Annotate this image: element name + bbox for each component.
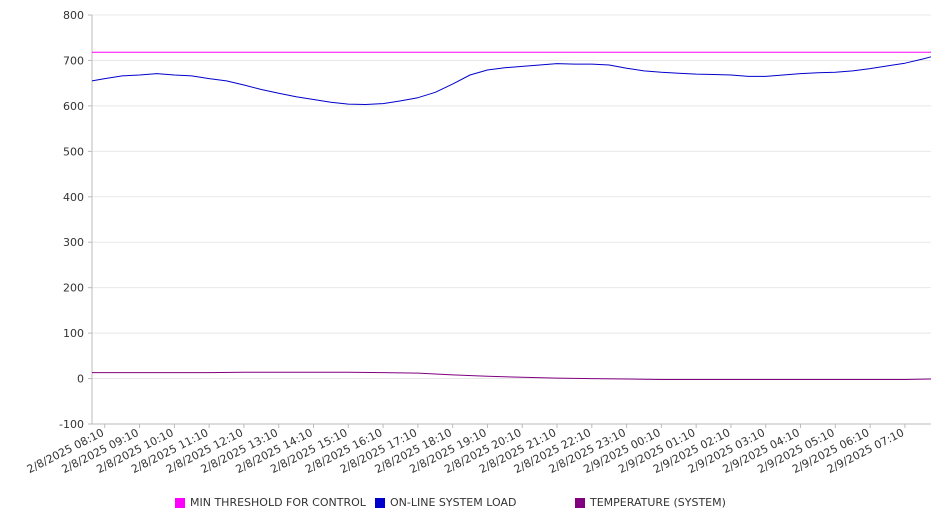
legend-item-threshold: MIN THRESHOLD FOR CONTROL <box>175 496 366 509</box>
y-axis-ticks: -100 0 100 200 300 400 500 600 700 800 <box>59 9 92 431</box>
y-tick-label: 800 <box>63 9 84 22</box>
legend-label-system-load: ON-LINE SYSTEM LOAD <box>390 496 517 509</box>
axes <box>91 15 931 425</box>
legend-item-system-load: ON-LINE SYSTEM LOAD <box>375 496 516 509</box>
y-tick-label: -100 <box>59 418 84 431</box>
legend-swatch-temperature <box>575 497 585 508</box>
series-lines <box>91 51 932 380</box>
y-tick-label: 700 <box>63 54 84 67</box>
y-tick-label: 200 <box>63 282 84 295</box>
legend-label-temperature: TEMPERATURE (SYSTEM) <box>590 496 726 509</box>
y-tick-label: 100 <box>63 327 84 340</box>
legend-swatch-threshold <box>175 497 185 508</box>
legend: MIN THRESHOLD FOR CONTROL ON-LINE SYSTEM… <box>0 496 946 516</box>
x-axis-ticks: 2/8/2025 08:102/8/2025 09:102/8/2025 10:… <box>25 424 906 476</box>
legend-label-threshold: MIN THRESHOLD FOR CONTROL <box>190 496 366 509</box>
grid <box>92 14 931 425</box>
y-tick-label: 400 <box>63 191 84 204</box>
series-line-on-line-system-load <box>91 56 932 105</box>
series-line-temperature-system <box>92 371 932 380</box>
y-tick-label: 300 <box>63 236 84 249</box>
y-tick-label: 600 <box>63 100 84 113</box>
y-tick-label: 500 <box>63 145 84 158</box>
legend-swatch-system-load <box>375 497 385 508</box>
y-tick-label: 0 <box>77 373 84 386</box>
legend-item-temperature: TEMPERATURE (SYSTEM) <box>575 496 726 509</box>
